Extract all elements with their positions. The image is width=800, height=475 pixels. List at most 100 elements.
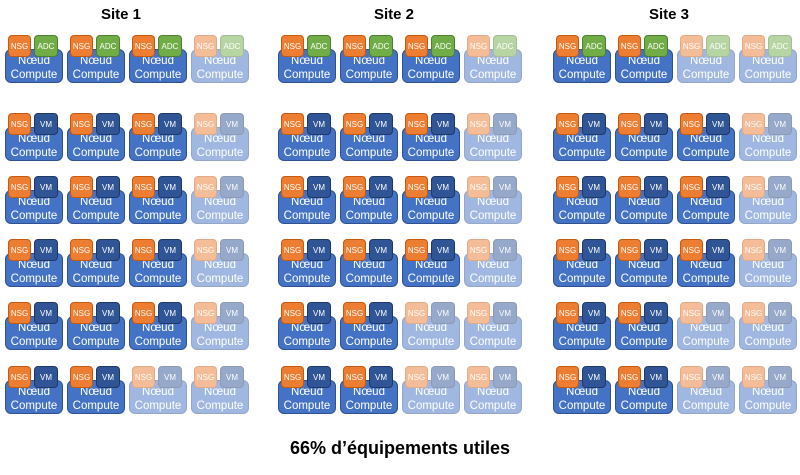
nsg-tag: NSG (343, 239, 366, 261)
vm-tag: VM (706, 239, 730, 261)
nsg-tag: NSG (343, 302, 366, 324)
nsg-tag: NSG (194, 366, 217, 388)
compute-node: Nœud Compute NSG VM (67, 302, 125, 350)
nsg-tag: NSG (194, 113, 217, 135)
nsg-tag: NSG (618, 35, 641, 57)
vm-tag: VM (582, 176, 606, 198)
node-label-line2: Compute (10, 210, 58, 222)
nsg-tag: NSG (467, 35, 490, 57)
compute-node: Nœud Compute NSG VM (129, 239, 187, 287)
node-label-line1: Nœud (204, 259, 236, 271)
node-label-line2: Compute (10, 273, 58, 285)
adc-tag: ADC (706, 35, 730, 57)
vm-tag: VM (493, 366, 517, 388)
nsg-tag: NSG (680, 176, 703, 198)
nsg-tag: NSG (680, 113, 703, 135)
vm-tag: VM (158, 366, 182, 388)
node-label-line1: Nœud (291, 55, 323, 67)
node-label-line2: Compute (744, 336, 792, 348)
node-label-line1: Nœud (566, 55, 598, 67)
compute-node: Nœud Compute NSG VM (278, 302, 336, 350)
node-label-line1: Nœud (477, 386, 509, 398)
compute-node: Nœud Compute NSG VM (553, 239, 611, 287)
nsg-tag: NSG (8, 176, 31, 198)
nsg-tag: NSG (132, 113, 155, 135)
node-label-line1: Nœud (628, 55, 660, 67)
nsg-tag: NSG (680, 239, 703, 261)
node-label-line2: Compute (744, 69, 792, 81)
node-label-line1: Nœud (142, 259, 174, 271)
node-label-line2: Compute (407, 147, 455, 159)
compute-node: Nœud Compute NSG VM (278, 113, 336, 161)
vm-tag: VM (644, 239, 668, 261)
node-label-line1: Nœud (142, 386, 174, 398)
compute-node: Nœud Compute NSG VM (402, 239, 460, 287)
node-label-line2: Compute (345, 69, 393, 81)
compute-node-idle: Nœud Compute NSG VM (464, 239, 522, 287)
nsg-tag: NSG (467, 366, 490, 388)
vm-tag: VM (369, 239, 393, 261)
node-label-line1: Nœud (752, 259, 784, 271)
node-label-line2: Compute (682, 69, 730, 81)
nsg-tag: NSG (405, 239, 428, 261)
compute-node: Nœud Compute NSG ADC (615, 35, 673, 83)
node-label-line2: Compute (134, 69, 182, 81)
node-label-line2: Compute (196, 69, 244, 81)
compute-node-idle: Nœud Compute NSG VM (739, 176, 797, 224)
vm-tag: VM (431, 366, 455, 388)
vm-tag: VM (220, 239, 244, 261)
compute-node: Nœud Compute NSG VM (553, 302, 611, 350)
vm-tag: VM (768, 302, 792, 324)
nsg-tag: NSG (281, 302, 304, 324)
compute-node: Nœud Compute NSG VM (129, 176, 187, 224)
node-label-line1: Nœud (690, 196, 722, 208)
node-label-line2: Compute (10, 336, 58, 348)
node-label-line2: Compute (134, 210, 182, 222)
node-label-line1: Nœud (204, 55, 236, 67)
nsg-tag: NSG (70, 302, 93, 324)
node-label-line1: Nœud (80, 322, 112, 334)
node-label-line1: Nœud (415, 133, 447, 145)
node-label-line2: Compute (744, 273, 792, 285)
vm-tag: VM (582, 366, 606, 388)
node-label-line1: Nœud (566, 386, 598, 398)
adc-tag: ADC (307, 35, 331, 57)
node-label-line2: Compute (196, 336, 244, 348)
node-label-line1: Nœud (415, 55, 447, 67)
vm-tag: VM (706, 176, 730, 198)
compute-node: Nœud Compute NSG VM (553, 113, 611, 161)
node-label-line2: Compute (345, 273, 393, 285)
compute-node: Nœud Compute NSG VM (278, 366, 336, 414)
node-label-line2: Compute (620, 147, 668, 159)
nsg-tag: NSG (8, 302, 31, 324)
node-label-line2: Compute (72, 210, 120, 222)
node-label-line2: Compute (283, 69, 331, 81)
nsg-tag: NSG (680, 302, 703, 324)
nsg-tag: NSG (281, 113, 304, 135)
nsg-tag: NSG (742, 176, 765, 198)
compute-node-idle: Nœud Compute NSG VM (739, 239, 797, 287)
node-label-line1: Nœud (477, 196, 509, 208)
compute-node: Nœud Compute NSG VM (615, 176, 673, 224)
node-label-line2: Compute (345, 336, 393, 348)
nsg-tag: NSG (405, 35, 428, 57)
node-label-line2: Compute (469, 400, 517, 412)
node-label-line2: Compute (72, 273, 120, 285)
compute-node: Nœud Compute NSG VM (677, 113, 735, 161)
nsg-tag: NSG (680, 35, 703, 57)
compute-node: Nœud Compute NSG VM (67, 176, 125, 224)
node-label-line2: Compute (744, 400, 792, 412)
nsg-tag: NSG (70, 239, 93, 261)
compute-node: Nœud Compute NSG ADC (278, 35, 336, 83)
node-label-line2: Compute (196, 400, 244, 412)
vm-tag: VM (307, 366, 331, 388)
adc-tag: ADC (220, 35, 244, 57)
compute-node: Nœud Compute NSG ADC (129, 35, 187, 83)
compute-node-idle: Nœud Compute NSG VM (677, 302, 735, 350)
node-label-line1: Nœud (690, 322, 722, 334)
node-label-line2: Compute (196, 273, 244, 285)
node-label-line2: Compute (283, 147, 331, 159)
vm-tag: VM (369, 113, 393, 135)
vm-tag: VM (431, 239, 455, 261)
